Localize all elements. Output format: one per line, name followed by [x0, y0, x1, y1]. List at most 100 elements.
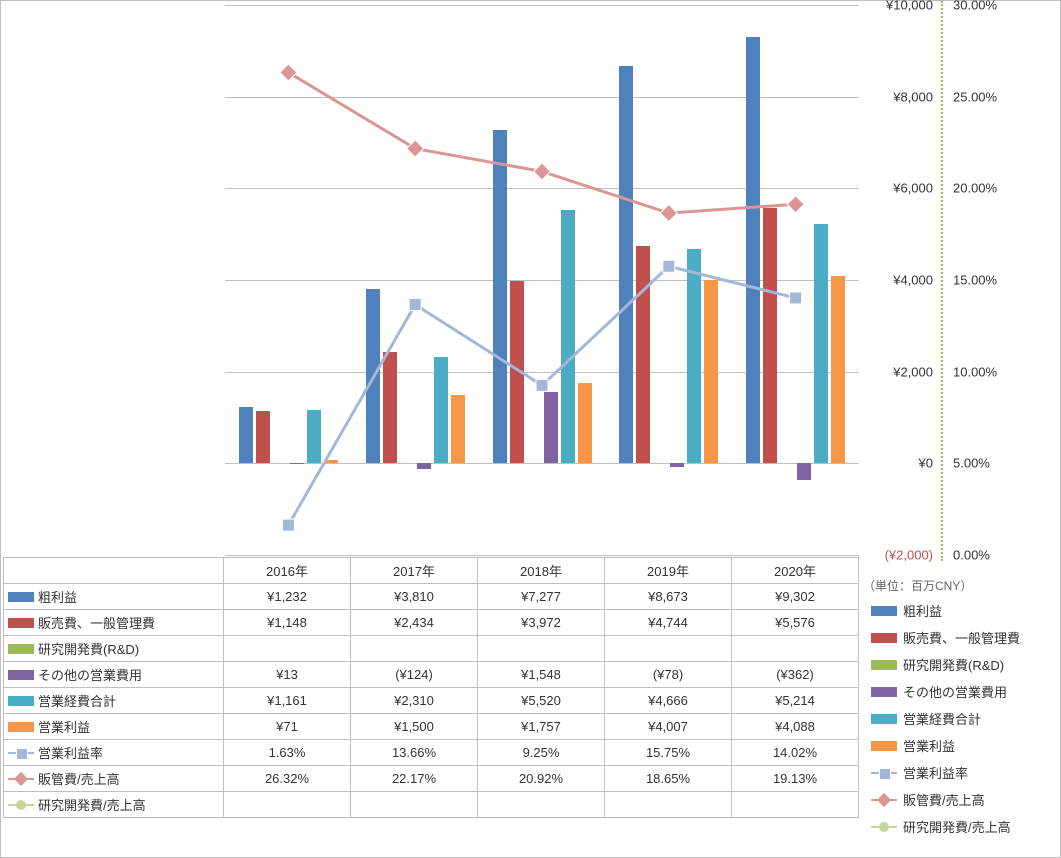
legend-label: 営業経費合計: [903, 709, 981, 728]
row-swatch: [8, 752, 34, 754]
legend-item-opinc: 営業利益: [871, 732, 1056, 759]
y2-tick: 10.00%: [953, 364, 997, 379]
table-row: 営業経費合計 ¥1,161¥2,310¥5,520¥4,666¥5,214: [4, 688, 859, 714]
cell: ¥2,434: [351, 610, 478, 636]
legend-swatch: [871, 714, 897, 724]
table-row: 営業利益率1.63%13.66%9.25%15.75%14.02%: [4, 740, 859, 766]
cell: ¥1,161: [224, 688, 351, 714]
row-head: 営業経費合計: [4, 688, 224, 714]
cell: (¥78): [605, 662, 732, 688]
y2-tick: 30.00%: [953, 0, 997, 13]
cell: 1.63%: [224, 740, 351, 766]
row-head: 営業利益: [4, 714, 224, 740]
cell: ¥2,310: [351, 688, 478, 714]
cell: ¥1,757: [478, 714, 605, 740]
data-table: 2016年2017年2018年2019年2020年粗利益¥1,232¥3,810…: [3, 557, 859, 818]
marker-opmargin: [663, 260, 675, 272]
cell: 9.25%: [478, 740, 605, 766]
y1-tick: ¥4,000: [893, 273, 933, 288]
legend-swatch: [871, 687, 897, 697]
cell: [732, 636, 859, 662]
cell: 19.13%: [732, 766, 859, 792]
marker-sgaratio: [280, 64, 297, 81]
row-swatch: [8, 670, 34, 680]
chart-container: { "unit_note": "（単位：百万CNY）", "categories…: [0, 0, 1061, 858]
y1-tick: ¥10,000: [886, 0, 933, 13]
legend-label: 営業利益: [903, 736, 955, 755]
marker-sgaratio: [534, 163, 551, 180]
row-swatch: [8, 696, 34, 706]
row-swatch: [8, 618, 34, 628]
cell: [605, 636, 732, 662]
table-row: 販売費、一般管理費¥1,148¥2,434¥3,972¥4,744¥5,576: [4, 610, 859, 636]
col-header: 2017年: [351, 558, 478, 584]
row-label: その他の営業費用: [38, 668, 142, 683]
cell: 18.65%: [605, 766, 732, 792]
secondary-y-axis: 0.00%5.00%10.00%15.00%20.00%25.00%30.00%: [941, 1, 1053, 561]
line-sgaratio: [288, 72, 795, 213]
table-corner: [4, 558, 224, 584]
y1-tick: ¥6,000: [893, 181, 933, 196]
cell: 26.32%: [224, 766, 351, 792]
legend-swatch: [871, 826, 897, 828]
legend-swatch: [871, 606, 897, 616]
cell: ¥5,520: [478, 688, 605, 714]
cell: ¥4,744: [605, 610, 732, 636]
cell: [478, 792, 605, 818]
row-head: 研究開発費/売上高: [4, 792, 224, 818]
row-label: 研究開発費(R&D): [38, 642, 139, 657]
row-label: 営業利益: [38, 720, 90, 735]
legend-swatch: [871, 741, 897, 751]
line-opmargin: [288, 266, 795, 525]
row-label: 粗利益: [38, 590, 77, 605]
legend-label: 営業利益率: [903, 763, 968, 782]
marker-sgaratio: [660, 205, 677, 222]
legend-label: 販管費/売上高: [903, 790, 985, 809]
col-header: 2019年: [605, 558, 732, 584]
row-label: 販売費、一般管理費: [38, 616, 155, 631]
table-row: 研究開発費(R&D): [4, 636, 859, 662]
col-header: 2016年: [224, 558, 351, 584]
row-swatch: [8, 722, 34, 732]
cell: ¥5,214: [732, 688, 859, 714]
table-row: 販管費/売上高26.32%22.17%20.92%18.65%19.13%: [4, 766, 859, 792]
y1-tick: ¥8,000: [893, 89, 933, 104]
cell: ¥71: [224, 714, 351, 740]
legend-label: 販売費、一般管理費: [903, 628, 1020, 647]
line-layer: [225, 5, 859, 555]
cell: 20.92%: [478, 766, 605, 792]
marker-sgaratio: [787, 196, 804, 213]
legend-swatch: [871, 660, 897, 670]
legend-right: 粗利益販売費、一般管理費研究開発費(R&D)その他の営業費用営業経費合計営業利益…: [871, 597, 1056, 840]
y2-tick: 25.00%: [953, 89, 997, 104]
gridline: [225, 555, 859, 556]
cell: (¥124): [351, 662, 478, 688]
row-label: 研究開発費/売上高: [38, 798, 146, 813]
legend-item-sga: 販売費、一般管理費: [871, 624, 1056, 651]
y1-tick: ¥0: [919, 456, 933, 471]
cell: ¥1,500: [351, 714, 478, 740]
legend-item-gross: 粗利益: [871, 597, 1056, 624]
marker-opmargin: [536, 379, 548, 391]
row-label: 営業経費合計: [38, 694, 116, 709]
plot-area: [225, 5, 859, 555]
cell: [351, 636, 478, 662]
cell: [351, 792, 478, 818]
cell: [732, 792, 859, 818]
legend-label: 研究開発費/売上高: [903, 817, 1011, 836]
cell: ¥1,232: [224, 584, 351, 610]
row-head: その他の営業費用: [4, 662, 224, 688]
col-header: 2018年: [478, 558, 605, 584]
col-header: 2020年: [732, 558, 859, 584]
row-label: 営業利益率: [38, 746, 103, 761]
cell: [478, 636, 605, 662]
row-head: 研究開発費(R&D): [4, 636, 224, 662]
unit-note: （単位：百万CNY）: [863, 577, 972, 594]
cell: 14.02%: [732, 740, 859, 766]
cell: ¥1,548: [478, 662, 605, 688]
row-swatch: [8, 644, 34, 654]
row-head: 粗利益: [4, 584, 224, 610]
legend-item-opmargin: 営業利益率: [871, 759, 1056, 786]
y1-tick: (¥2,000): [885, 548, 933, 563]
cell: ¥4,666: [605, 688, 732, 714]
